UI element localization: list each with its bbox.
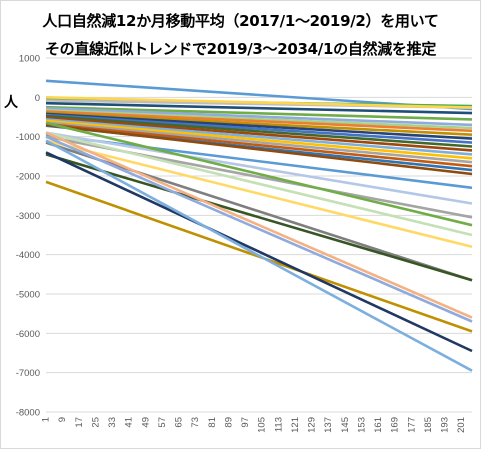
- x-tick-label: 9: [57, 417, 68, 422]
- series-line-25: [45, 131, 473, 237]
- x-tick-label: 129: [307, 417, 318, 433]
- x-tick-label: 57: [157, 417, 168, 428]
- series-lines: [45, 79, 473, 372]
- x-tick-label: 193: [440, 417, 451, 433]
- series-line-24: [45, 121, 473, 227]
- series-line-14: [45, 116, 473, 152]
- chart-subtitle: その直線近似トレンドで2019/3～2034/1の自然減を推定: [44, 40, 437, 58]
- y-tick-label: -6000: [16, 329, 40, 340]
- x-tick-labels: 1 9 17 25 33 41 49 57 65 73 81 89 97 105 113 121 129 137 1…: [41, 417, 468, 433]
- series-line-11: [45, 112, 473, 140]
- y-tick-label: 0: [35, 93, 40, 104]
- x-tick-label: 97: [240, 417, 251, 428]
- x-tick-label: 49: [140, 417, 151, 428]
- y-axis-label: 人: [4, 95, 18, 111]
- x-tick-label: 105: [257, 417, 268, 433]
- series-line-29: [45, 131, 473, 319]
- x-tick-label: 33: [107, 417, 118, 428]
- series-line-8: [45, 109, 473, 130]
- x-tick-label: 41: [124, 417, 135, 428]
- x-tick-label: 89: [223, 417, 234, 428]
- y-tick-labels: 1000 0 -1000 -2000 -3000 -4000 -5000 -6000 -7000…: [16, 54, 40, 419]
- series-line-6: [45, 105, 473, 121]
- y-tick-label: 1000: [19, 54, 40, 65]
- series-line-13: [45, 114, 473, 148]
- y-tick-label: -4000: [16, 250, 40, 261]
- x-tick-label: 121: [290, 417, 301, 433]
- series-line-27: [45, 141, 473, 282]
- x-tick-label: 177: [406, 417, 417, 433]
- series-line-31: [45, 135, 473, 323]
- y-tick-label: -3000: [16, 211, 40, 222]
- x-tick-label: 145: [340, 417, 351, 433]
- x-tick-label: 113: [273, 417, 284, 432]
- series-line-28: [45, 153, 473, 282]
- y-tick-label: -1000: [16, 132, 40, 143]
- series-line-33: [45, 139, 473, 372]
- chart-title: 人口自然減12か月移動平均（2017/1～2019/2）を用いて: [42, 12, 439, 30]
- x-tick-label: 17: [74, 417, 85, 428]
- series-line-22: [45, 131, 473, 205]
- series-line-16: [45, 119, 473, 160]
- x-tick-label: 65: [174, 417, 185, 428]
- x-tick-label: 73: [190, 417, 201, 428]
- series-line-15: [45, 118, 473, 156]
- y-tick-label: -2000: [16, 172, 40, 183]
- series-line-12: [45, 113, 473, 144]
- x-tick-label: 161: [373, 417, 384, 433]
- series-line-20: [45, 123, 473, 176]
- x-tick-label: 1: [41, 417, 52, 422]
- y-tick-label: -8000: [16, 408, 40, 419]
- series-line-9: [45, 110, 473, 133]
- x-tick-label: 169: [390, 417, 401, 433]
- series-line-10: [45, 111, 473, 136]
- x-tick-label: 137: [323, 417, 334, 433]
- x-tick-label: 81: [207, 417, 218, 428]
- x-tick-label: 25: [90, 417, 101, 428]
- x-tick-label: 201: [456, 417, 467, 433]
- y-tick-label: -5000: [16, 290, 40, 301]
- x-tick-label: 185: [423, 417, 434, 433]
- y-tick-label: -7000: [16, 368, 40, 379]
- series-line-4: [45, 96, 473, 109]
- series-line-17: [45, 121, 473, 164]
- series-line-32: [45, 151, 473, 353]
- x-tick-label: 153: [356, 417, 367, 433]
- series-line-26: [45, 139, 473, 249]
- series-line-7: [45, 107, 473, 127]
- series-line-18: [45, 122, 473, 168]
- series-line-5: [45, 101, 473, 115]
